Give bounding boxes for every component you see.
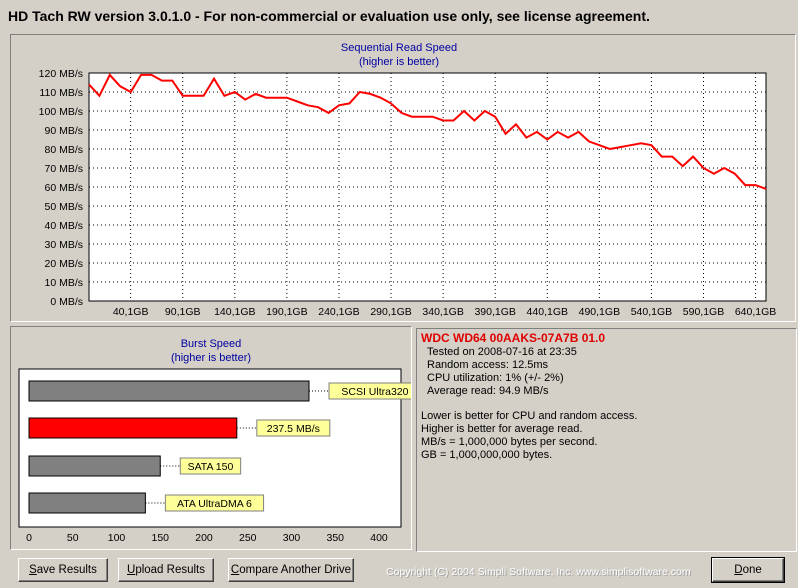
sequential-read-chart: Sequential Read Speed (higher is better)…	[39, 42, 777, 318]
burst-bar-label: SATA 150	[188, 461, 234, 473]
burst-bar	[28, 492, 146, 514]
burst-x-tick-label: 400	[370, 532, 388, 544]
done-label: one	[742, 564, 762, 576]
save-results-label: ave Results	[36, 564, 97, 576]
burst-speed-chart: Burst Speed (higher is better) SCSI Ultr…	[18, 338, 411, 544]
x-tick-label: 40,1GB	[113, 306, 149, 318]
y-tick-label: 100 MB/s	[39, 106, 83, 118]
burst-label-box	[256, 419, 331, 437]
burst-chart-subtitle: (higher is better)	[171, 352, 251, 364]
burst-bars: SCSI Ultra320 237.5 MB/s SATA 150 ATA Ultra…	[28, 380, 411, 514]
random-access: Random access: 12.5ms	[427, 359, 549, 371]
copyright-text: Copyright (C) 2004 Simpli Software, Inc.…	[386, 566, 691, 578]
sequential-chart-title: Sequential Read Speed	[341, 42, 457, 54]
x-tick-label: 540,1GB	[631, 306, 672, 318]
burst-bar	[28, 380, 310, 402]
y-tick-label: 10 MB/s	[44, 277, 83, 289]
sequential-plot-area	[88, 72, 767, 302]
sequential-chart-subtitle: (higher is better)	[359, 56, 439, 68]
window-title: HD Tach RW version 3.0.1.0 - For non-com…	[8, 8, 650, 24]
y-tick-label: 50 MB/s	[44, 201, 83, 213]
x-tick-label: 90,1GB	[165, 306, 201, 318]
y-tick-label: 70 MB/s	[44, 163, 83, 175]
test-date: Tested on 2008-07-16 at 23:35	[427, 346, 577, 358]
burst-x-tick-label: 350	[326, 532, 344, 544]
x-tick-label: 240,1GB	[318, 306, 359, 318]
save-results-mnemonic: S	[29, 564, 37, 576]
y-tick-label: 20 MB/s	[44, 258, 83, 270]
burst-bar	[28, 455, 161, 477]
burst-label-box	[164, 494, 265, 512]
burst-x-ticks: 0 50 100 150 200 250 300 350 400	[26, 532, 388, 544]
cpu-utilization: CPU utilization: 1% (+/- 2%)	[427, 372, 564, 384]
burst-x-tick-label: 250	[239, 532, 257, 544]
x-tick-label: 340,1GB	[422, 306, 463, 318]
note-higher-better: Higher is better for average read.	[421, 423, 583, 435]
y-tick-label: 40 MB/s	[44, 220, 83, 232]
burst-bar-label: ATA UltraDMA 6	[177, 498, 252, 510]
burst-x-tick-label: 50	[67, 532, 79, 544]
drive-model: WDC WD64 00AAKS-07A7B 01.0	[421, 331, 606, 345]
y-tick-label: 110 MB/s	[39, 87, 83, 99]
upload-results-mnemonic: U	[127, 564, 136, 576]
compare-another-drive-button[interactable]: Compare Another Drive	[228, 558, 354, 582]
save-results-button[interactable]: Save Results	[18, 558, 108, 582]
y-tick-label: 30 MB/s	[44, 239, 83, 251]
burst-speed-panel: Burst Speed (higher is better) SCSI Ultr…	[10, 326, 412, 550]
note-gb-definition: GB = 1,000,000,000 bytes.	[421, 449, 553, 461]
y-tick-label: 60 MB/s	[44, 182, 83, 194]
burst-x-tick-label: 100	[108, 532, 126, 544]
upload-results-button[interactable]: Upload Results	[118, 558, 214, 582]
window-title-bar: HD Tach RW version 3.0.1.0 - For non-com…	[0, 0, 798, 30]
sequential-read-panel: Sequential Read Speed (higher is better)…	[10, 34, 796, 322]
compare-label: ompare Another Drive	[239, 564, 352, 576]
burst-x-tick-label: 150	[151, 532, 169, 544]
burst-x-tick-label: 300	[283, 532, 301, 544]
burst-label-box	[179, 457, 242, 475]
y-tick-label: 90 MB/s	[44, 125, 83, 137]
burst-bar-label: SCSI Ultra320	[341, 386, 408, 398]
x-tick-label: 290,1GB	[370, 306, 411, 318]
sequential-x-ticks: 40,1GB 90,1GB 140,1GB 190,1GB 240,1GB 290,1GB…	[113, 306, 776, 318]
note-mbs-definition: MB/s = 1,000,000 bytes per second.	[421, 436, 598, 448]
x-tick-label: 440,1GB	[527, 306, 568, 318]
x-tick-label: 640,1GB	[735, 306, 776, 318]
burst-bar	[28, 417, 238, 439]
x-tick-label: 190,1GB	[266, 306, 307, 318]
average-read: Average read: 94.9 MB/s	[427, 385, 549, 397]
x-tick-label: 390,1GB	[474, 306, 515, 318]
upload-results-label: pload Results	[135, 564, 205, 576]
sequential-y-ticks: 0 MB/s 10 MB/s 20 MB/s 30 MB/s 40 MB/s 50 MB/…	[39, 68, 83, 308]
drive-info-panel: WDC WD64 00AAKS-07A7B 01.0 Tested on 200…	[416, 328, 797, 552]
y-tick-label: 120 MB/s	[39, 68, 83, 80]
burst-x-tick-label: 0	[26, 532, 32, 544]
x-tick-label: 490,1GB	[579, 306, 620, 318]
x-tick-label: 590,1GB	[683, 306, 724, 318]
burst-x-tick-label: 200	[195, 532, 213, 544]
note-lower-better: Lower is better for CPU and random acces…	[421, 410, 638, 422]
done-mnemonic: D	[734, 564, 743, 576]
y-tick-label: 80 MB/s	[44, 144, 83, 156]
x-tick-label: 140,1GB	[214, 306, 255, 318]
burst-bar-label: 237.5 MB/s	[267, 423, 320, 435]
sequential-read-line	[88, 73, 767, 190]
y-tick-label: 0 MB/s	[50, 296, 83, 308]
compare-mnemonic: C	[230, 564, 240, 576]
burst-label-box	[328, 382, 411, 400]
done-button[interactable]: Done	[711, 557, 785, 583]
burst-chart-title: Burst Speed	[181, 338, 242, 350]
sequential-gridlines	[89, 73, 766, 301]
